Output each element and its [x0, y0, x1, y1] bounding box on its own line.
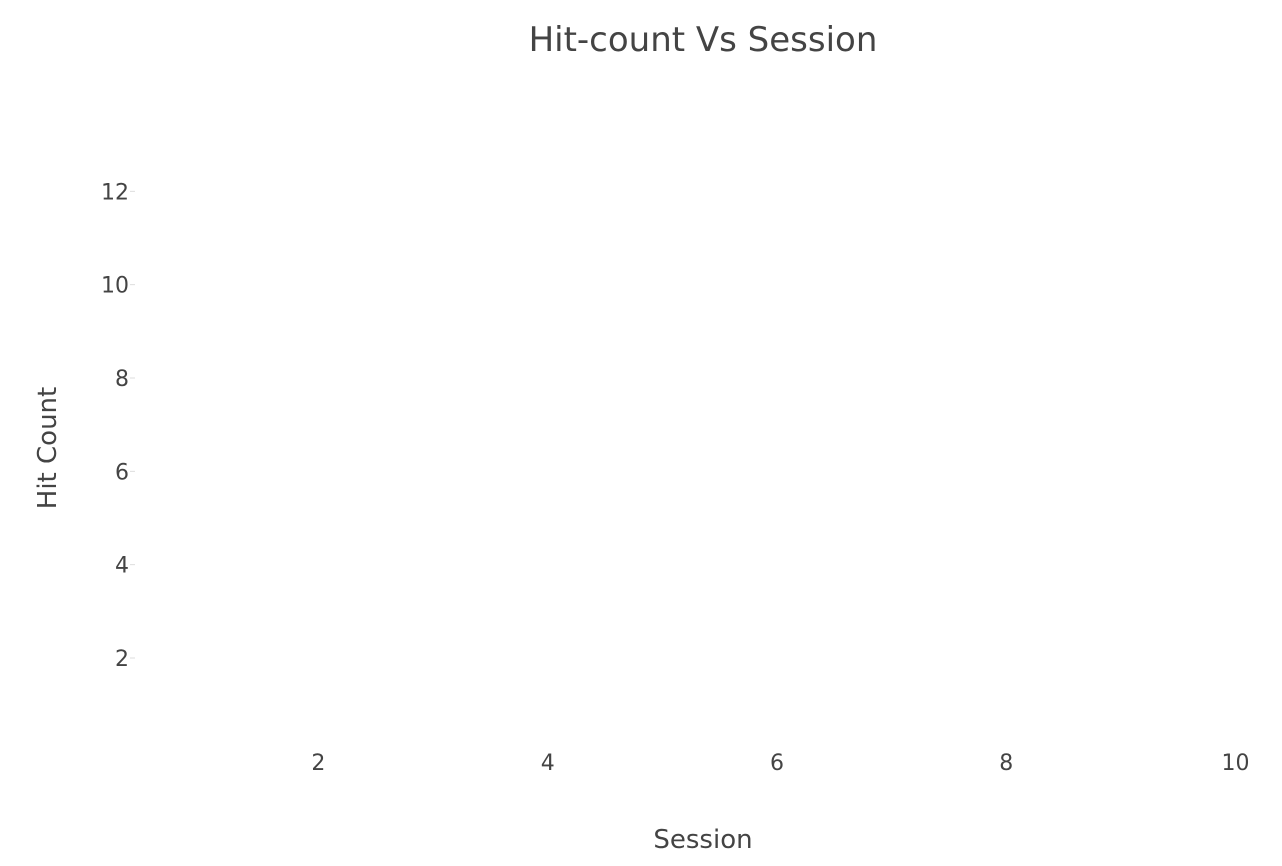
chart-title: Hit-count Vs Session [529, 20, 878, 60]
x-tick-label: 4 [541, 751, 555, 776]
x-tick-label: 10 [1222, 751, 1250, 776]
y-tick-label: 6 [115, 460, 129, 485]
x-tick-label: 8 [999, 751, 1013, 776]
y-axis-ticks: 2 4 6 8 10 12 [101, 180, 135, 672]
y-axis-label: Hit Count [33, 387, 63, 509]
x-tick-label: 6 [770, 751, 784, 776]
x-axis-ticks: 2 4 6 8 10 [311, 751, 1249, 776]
y-tick-label: 8 [115, 367, 129, 392]
y-tick-label: 10 [101, 274, 129, 299]
y-tick-label: 2 [115, 647, 129, 672]
x-tick-label: 2 [311, 751, 325, 776]
y-tick-label: 12 [101, 180, 129, 205]
x-axis-label: Session [653, 825, 752, 855]
y-tick-label: 4 [115, 554, 129, 579]
